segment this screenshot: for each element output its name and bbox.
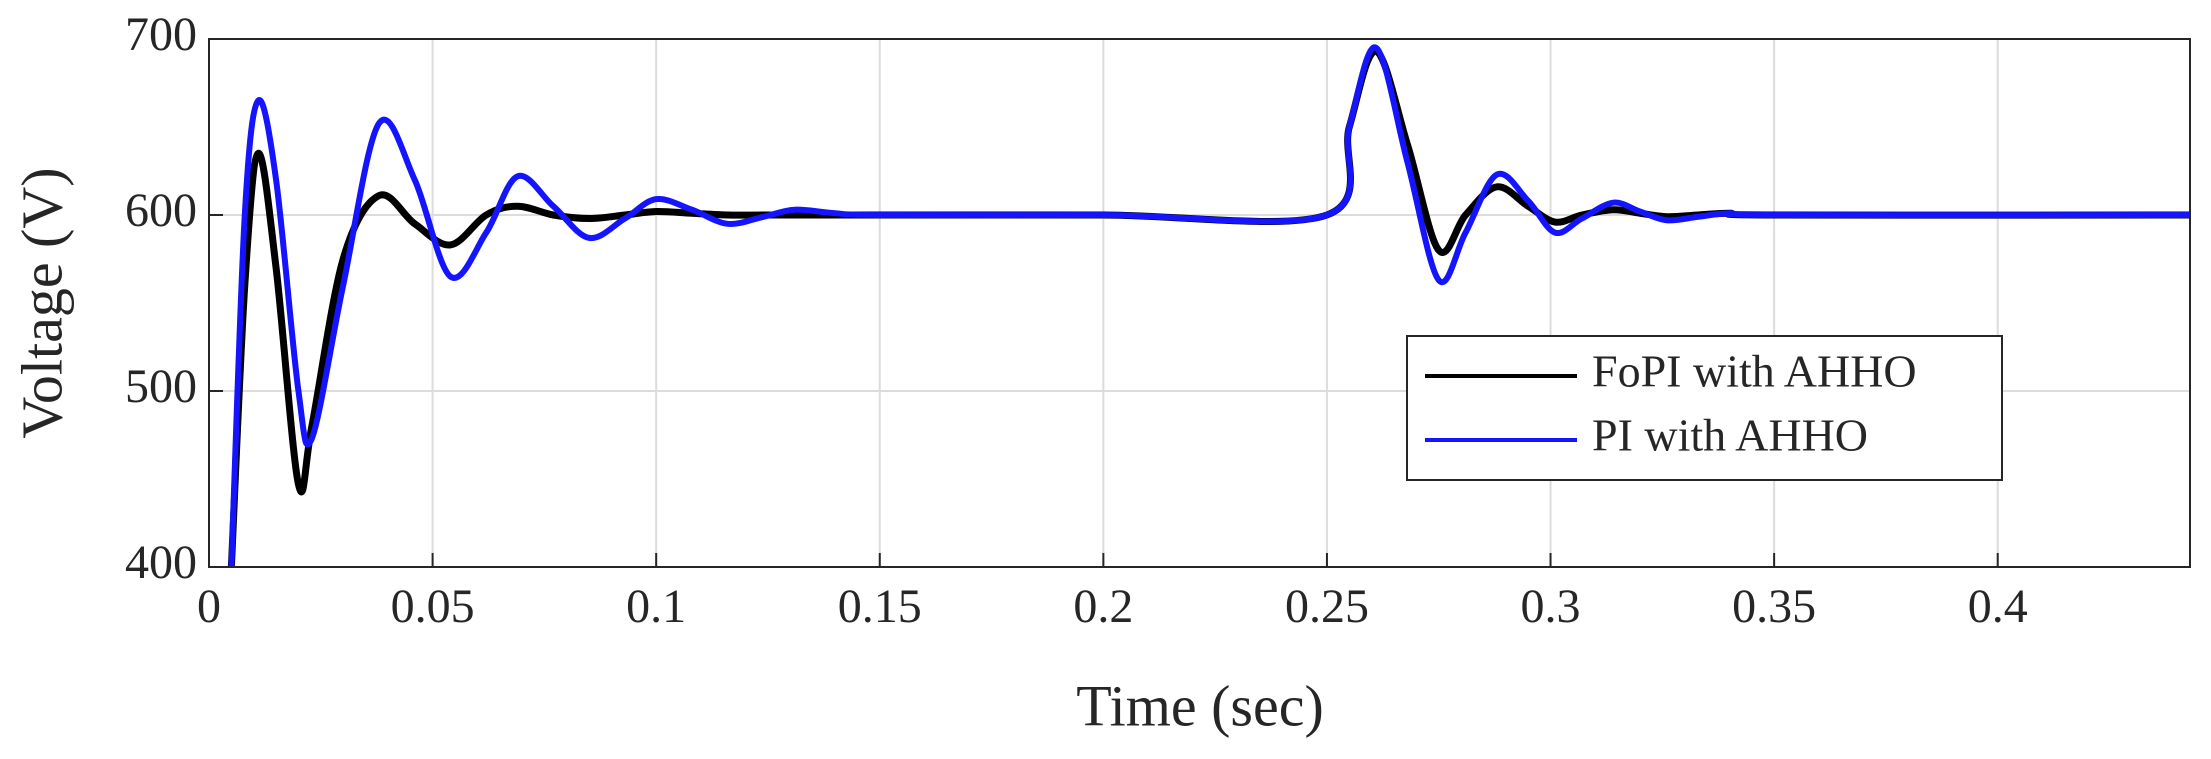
y-axis-label: Voltage (V) bbox=[9, 167, 74, 438]
x-tick-label: 0.15 bbox=[838, 580, 922, 633]
x-tick-label: 0.25 bbox=[1285, 580, 1369, 633]
x-tick-label: 0.05 bbox=[391, 580, 475, 633]
x-tick-label: 0.35 bbox=[1732, 580, 1816, 633]
x-tick-label: 0.2 bbox=[1073, 580, 1133, 633]
legend-label: FoPI with AHHO bbox=[1592, 346, 1917, 397]
x-axis-label: Time (sec) bbox=[1076, 673, 1324, 738]
y-tick-label: 700 bbox=[125, 8, 197, 61]
legend-label: PI with AHHO bbox=[1592, 410, 1868, 461]
x-tick-label: 0 bbox=[197, 580, 221, 633]
legend-box bbox=[1406, 335, 2003, 481]
y-tick-label: 500 bbox=[125, 360, 197, 413]
plot-frame bbox=[208, 38, 2191, 568]
x-tick-label: 0.1 bbox=[626, 580, 686, 633]
line-series bbox=[228, 44, 2190, 567]
x-tick-label: 0.4 bbox=[1968, 580, 2028, 633]
y-tick-label: 400 bbox=[125, 536, 197, 589]
x-tick-label: 0.3 bbox=[1521, 580, 1581, 633]
y-tick-label: 600 bbox=[125, 184, 197, 237]
